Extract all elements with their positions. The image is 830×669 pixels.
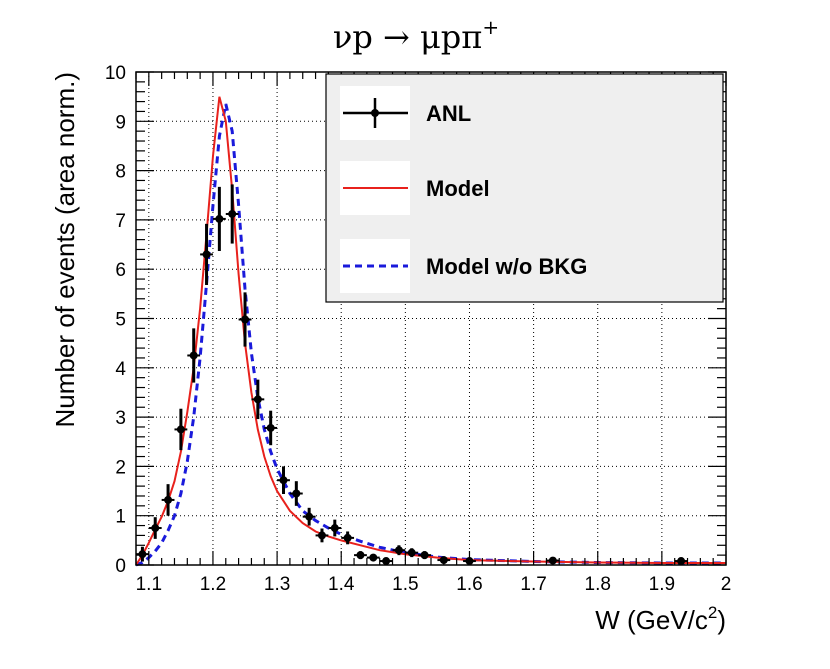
data-point-marker: [176, 425, 185, 434]
points-layer: [136, 184, 688, 566]
data-point-marker: [369, 553, 378, 562]
data-point-marker: [292, 489, 301, 498]
y-tick-label: 1: [115, 507, 126, 528]
y-tick-label: 2: [115, 457, 126, 478]
data-point-marker: [548, 556, 557, 565]
data-point: [212, 186, 226, 251]
data-point-marker: [677, 557, 686, 566]
data-point-marker: [253, 395, 262, 404]
x-axis-title-main: W (GeV/c: [595, 605, 708, 635]
data-point: [341, 531, 355, 545]
data-point: [674, 557, 688, 566]
y-axis-title: Number of events (area norm.): [50, 72, 80, 427]
data-point: [148, 517, 162, 539]
labels-layer: W (GeV/c2) Number of events (area norm.): [50, 72, 726, 635]
x-axis-title-sup: 2: [708, 603, 717, 622]
x-tick-label: 1.3: [264, 574, 290, 595]
x-tick-label: 1.6: [456, 574, 482, 595]
y-tick-label: 9: [115, 112, 126, 133]
data-point: [392, 545, 406, 556]
legend-entry: ANL: [340, 86, 471, 140]
x-tick-label: 1.4: [328, 574, 355, 595]
legend-layer: ANL Model Model w/o BKG: [325, 73, 724, 303]
legend-swatch-marker: [371, 109, 379, 117]
x-axis-title: W (GeV/c2): [595, 603, 726, 635]
data-point-marker: [420, 551, 429, 560]
data-point: [238, 292, 252, 347]
data-point: [225, 184, 239, 244]
x-tick-label: 1.5: [392, 574, 418, 595]
legend-label: ANL: [426, 101, 471, 126]
data-point-marker: [138, 550, 147, 559]
data-point-marker: [330, 524, 339, 533]
data-point-marker: [407, 548, 416, 557]
data-point-marker: [228, 209, 237, 218]
legend-entry: Model: [340, 161, 490, 215]
y-tick-label: 8: [115, 162, 126, 183]
data-point: [546, 556, 560, 565]
chart-title-sup: +: [482, 15, 499, 39]
data-point-marker: [164, 495, 173, 504]
x-axis-title-tail: ): [717, 605, 726, 635]
data-point-marker: [382, 557, 391, 566]
data-point: [315, 528, 329, 543]
y-tick-label: 5: [115, 310, 126, 331]
data-point-marker: [356, 551, 365, 560]
data-point-marker: [151, 524, 160, 533]
data-point-marker: [241, 315, 250, 324]
data-point-marker: [279, 476, 288, 485]
title-layer: νp → μpπ+: [333, 15, 499, 56]
x-tick-label: 2: [721, 574, 732, 595]
data-point: [187, 328, 201, 383]
data-point: [418, 551, 431, 560]
x-tick-label: 1.2: [200, 574, 226, 595]
data-point: [136, 546, 149, 562]
data-point-marker: [317, 531, 326, 540]
data-point: [328, 519, 342, 537]
data-point-marker: [343, 533, 352, 542]
data-point: [366, 553, 380, 562]
y-tick-label: 3: [115, 408, 126, 429]
y-tick-label: 6: [115, 260, 126, 281]
data-point: [354, 551, 367, 560]
data-point-marker: [189, 351, 198, 360]
x-tick-label: 1.8: [585, 574, 611, 595]
data-point-marker: [215, 214, 224, 223]
data-point: [161, 484, 175, 516]
x-tick-label: 1.9: [649, 574, 675, 595]
chart-title: νp → μpπ+: [333, 15, 499, 56]
data-point-marker: [202, 250, 211, 259]
data-point: [200, 223, 213, 285]
data-point: [289, 481, 303, 506]
y-tick-label: 7: [115, 211, 126, 232]
legend-entry: Model w/o BKG: [340, 239, 587, 293]
data-point-marker: [394, 546, 403, 555]
data-point: [379, 557, 393, 566]
data-point-marker: [266, 423, 275, 432]
data-point: [277, 466, 290, 495]
legend-label: Model w/o BKG: [426, 254, 587, 279]
x-tick-label: 1.7: [520, 574, 546, 595]
x-tick-label: 1.1: [136, 574, 162, 595]
legend-swatch-bg: [340, 239, 410, 293]
data-point-marker: [305, 512, 314, 521]
y-tick-label: 10: [105, 63, 126, 84]
data-point: [405, 548, 419, 558]
data-point: [251, 379, 265, 420]
y-tick-label: 0: [115, 556, 126, 577]
y-tick-label: 4: [115, 359, 126, 380]
chart-title-main: νp → μpπ: [333, 18, 482, 56]
legend-label: Model: [426, 176, 490, 201]
data-point: [174, 408, 188, 451]
data-point: [264, 410, 278, 446]
data-point: [302, 507, 316, 526]
